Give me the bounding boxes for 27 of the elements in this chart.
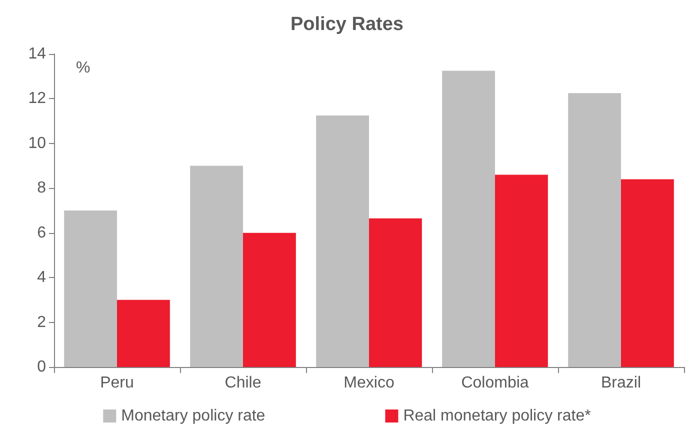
y-tick-label: 6	[37, 224, 46, 242]
x-tick-label: Chile	[224, 374, 262, 392]
bar	[316, 115, 369, 367]
bar	[117, 300, 170, 367]
x-tick-label: Brazil	[600, 374, 642, 392]
y-tick-label: 2	[37, 314, 46, 331]
bar	[190, 166, 243, 367]
y-tick-label: 4	[37, 269, 46, 286]
legend-label: Real monetary policy rate*	[403, 408, 591, 424]
y-axis-title: %	[76, 60, 90, 76]
x-tick-label: Peru	[100, 374, 134, 392]
bar	[64, 210, 117, 367]
bar	[495, 174, 548, 367]
bar	[621, 179, 674, 367]
y-tick-label: 10	[28, 134, 46, 152]
x-tick-label: Mexico	[344, 374, 394, 392]
y-tick-label: 14	[28, 46, 46, 62]
bar	[568, 93, 621, 367]
legend-label: Monetary policy rate	[121, 408, 266, 424]
y-tick-label: 0	[37, 358, 46, 376]
chart-title: Policy Rates	[290, 14, 404, 35]
bar	[243, 232, 296, 367]
bar	[442, 70, 495, 367]
x-tick-label: Colombia	[461, 374, 529, 392]
y-tick-label: 8	[37, 180, 46, 197]
y-tick-label: 12	[28, 90, 46, 108]
bar	[369, 218, 422, 367]
